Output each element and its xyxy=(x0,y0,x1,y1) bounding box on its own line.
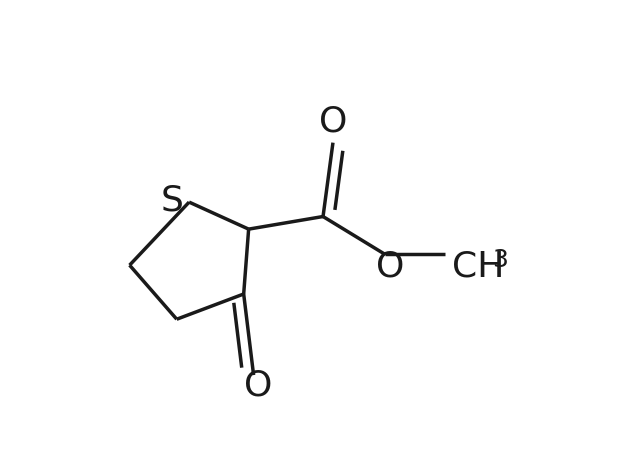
Text: O: O xyxy=(319,104,347,138)
Text: O: O xyxy=(244,369,273,403)
Text: 3: 3 xyxy=(492,248,508,272)
Text: S: S xyxy=(161,183,183,217)
Text: CH: CH xyxy=(452,250,504,284)
Text: O: O xyxy=(376,250,404,284)
